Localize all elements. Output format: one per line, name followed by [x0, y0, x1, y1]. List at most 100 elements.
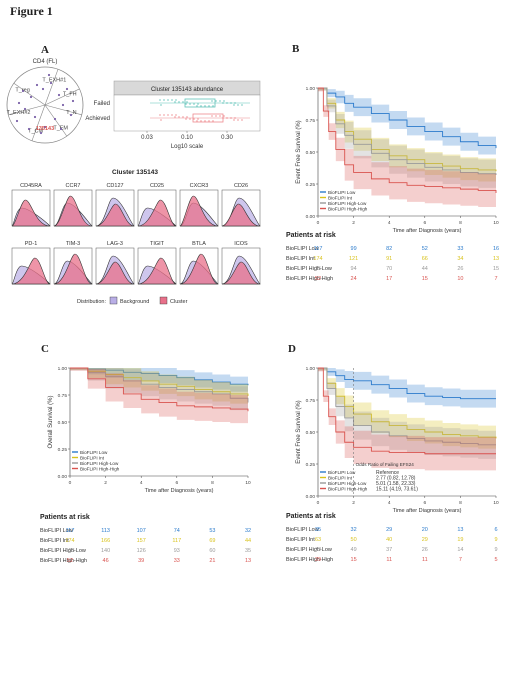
histogram-marker-label: BTLA — [192, 241, 206, 247]
risk-value: 19 — [457, 537, 463, 543]
survival-curve — [70, 367, 249, 386]
x-tick-label: 0 — [317, 500, 320, 506]
abundance-point — [193, 103, 195, 105]
cluster-distribution — [53, 253, 93, 285]
y-tick-label: 0.75 — [306, 398, 316, 404]
x-tick-label: 4 — [388, 500, 391, 506]
radar-label: T_reg — [15, 87, 29, 93]
confidence-band — [318, 368, 496, 471]
cluster-distribution — [179, 195, 219, 227]
legend-entry: BioFLIPI High-High — [328, 206, 368, 211]
abundance-point — [241, 104, 243, 106]
y-tick-label: 0.75 — [306, 118, 316, 124]
risk-table-title: Patients at risk — [286, 513, 336, 520]
abundance-point — [234, 117, 236, 119]
background-distribution — [179, 202, 219, 227]
risk-value: 153 — [65, 548, 74, 554]
abundance-point — [193, 118, 195, 120]
abundance-point — [178, 116, 180, 118]
histogram-frame — [179, 247, 219, 285]
risk-value: 5 — [494, 557, 497, 563]
radar-cluster-label: 135143 — [36, 126, 54, 132]
abundance-point — [204, 120, 206, 122]
histogram-frame — [53, 189, 93, 227]
risk-value: 52 — [315, 276, 321, 282]
risk-value: 33 — [174, 558, 180, 564]
abundance-point — [208, 105, 210, 107]
x-tick-label: 0 — [69, 480, 72, 486]
abundance-point — [175, 114, 177, 116]
y-tick-label: 1.00 — [58, 366, 68, 372]
confidence-band — [318, 88, 496, 183]
legend-label-background: Background — [120, 299, 149, 305]
abundance-point — [226, 102, 228, 104]
abundance-point — [200, 120, 202, 122]
abundance-point — [212, 120, 214, 122]
abundance-point — [197, 118, 199, 120]
histogram-frame — [11, 189, 51, 227]
risk-value: 107 — [137, 528, 146, 534]
survival-curve — [318, 367, 497, 439]
abundance-point — [223, 115, 225, 117]
cluster-distribution — [95, 203, 135, 227]
risk-value: 9 — [494, 537, 497, 543]
histogram-marker-label: CXCR3 — [190, 183, 209, 189]
risk-value: 70 — [386, 266, 392, 272]
x-tick-label: 2 — [352, 500, 355, 506]
cluster-distribution — [179, 253, 219, 285]
odds-value: Reference — [376, 470, 399, 476]
radar-spoke — [44, 104, 82, 116]
abundance-tick-label: 0.03 — [141, 135, 153, 141]
radar-label: T_N — [66, 110, 76, 116]
background-distribution — [11, 207, 51, 227]
abundance-point — [174, 116, 176, 118]
risk-value: 34 — [457, 256, 463, 262]
odds-value: 5.01 (1.58, 22.33) — [376, 481, 416, 487]
radar-point — [27, 127, 31, 131]
legend-entry: BioFLIPI Low — [80, 450, 108, 455]
survival-curve — [70, 367, 249, 412]
risk-value: 121 — [349, 256, 358, 262]
risk-value: 10 — [457, 276, 463, 282]
y-tick-label: 0.50 — [58, 420, 68, 426]
radar-point — [69, 113, 73, 117]
abundance-point — [230, 102, 232, 104]
risk-value: 44 — [245, 538, 251, 544]
radar-point — [17, 101, 21, 105]
risk-row-label: BioFLIPI Int — [286, 256, 315, 262]
radar-point — [65, 87, 69, 91]
risk-value: 44 — [422, 266, 428, 272]
legend-entry: BioFLIPI Int — [328, 195, 353, 200]
confidence-band — [318, 368, 496, 450]
figure-title: Figure 1 — [10, 4, 53, 18]
histogram-frame — [221, 189, 261, 227]
y-tick-label: 0.25 — [306, 462, 316, 468]
histogram-marker-label: LAG-3 — [107, 241, 123, 247]
risk-value: 7 — [459, 557, 462, 563]
background-distribution — [95, 255, 135, 285]
survival-curve — [318, 87, 497, 172]
risk-row-label: BioFLIPI High-High — [40, 558, 87, 564]
y-tick-label: 1.00 — [306, 86, 316, 92]
risk-value: 72 — [315, 547, 321, 553]
abundance-point — [174, 101, 176, 103]
abundance-point — [160, 104, 162, 106]
risk-value: 99 — [351, 246, 357, 252]
abundance-point — [163, 99, 165, 101]
radar-point — [29, 95, 33, 99]
risk-value: 117 — [172, 538, 181, 544]
risk-value: 32 — [351, 527, 357, 533]
risk-value: 174 — [65, 538, 74, 544]
risk-table-title: Patients at risk — [40, 514, 90, 521]
abundance-point — [237, 119, 239, 121]
survival-curve — [318, 87, 497, 193]
y-tick-label: 0.00 — [306, 214, 316, 220]
background-distribution — [53, 202, 93, 227]
histogram-grid: Cluster 135143 CD45RA CCR7 CD127 CD25 CXCR3 CD… — [11, 169, 261, 305]
abundance-point — [212, 105, 214, 107]
risk-value: 14 — [457, 547, 463, 553]
abundance-x-label: Log10 scale — [171, 144, 204, 150]
confidence-band — [318, 368, 496, 408]
abundance-point — [186, 101, 188, 103]
